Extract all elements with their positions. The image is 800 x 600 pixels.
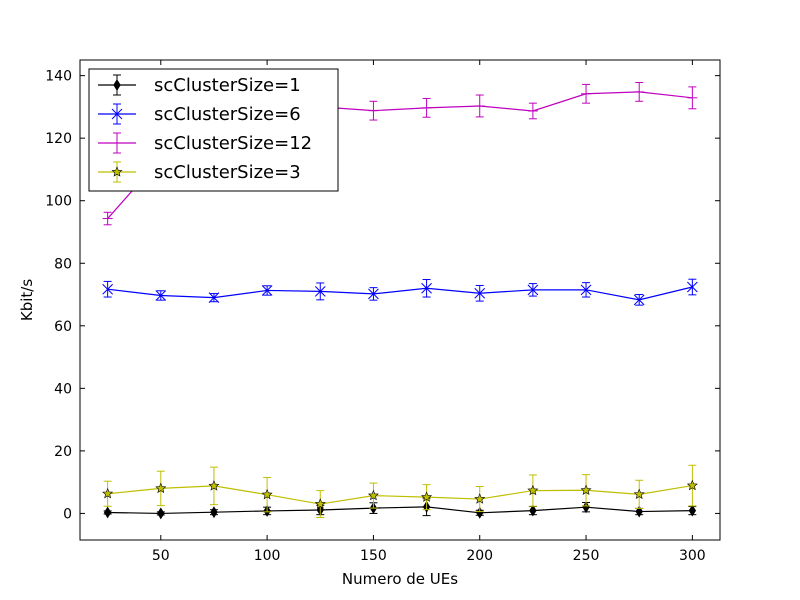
y-tick-label: 40 [54, 381, 72, 397]
y-tick-label: 100 [45, 194, 72, 210]
marker-x-b [261, 285, 273, 296]
legend: scClusterSize=1 scClusterSize=6 scClusterS… [88, 68, 339, 192]
marker-star [367, 489, 379, 501]
marker-x-b [368, 288, 379, 300]
marker-diamond [210, 506, 218, 519]
marker-star [102, 487, 114, 499]
legend-entry: scClusterSize=1 [98, 74, 301, 96]
axes-layer: 50 100 150 200 250 300 0 20 40 60 80 100 120 140 [45, 60, 720, 564]
marker-star [314, 498, 326, 509]
legend-label: scClusterSize=1 [154, 75, 301, 96]
marker-x-b [102, 283, 113, 295]
series-line [107, 484, 693, 505]
plot-area-frame [79, 59, 721, 541]
legend-box [88, 68, 339, 192]
marker-star [474, 493, 486, 504]
series-1 [102, 278, 698, 306]
marker-star [527, 484, 539, 496]
marker-x-b [580, 284, 592, 296]
marker-diamond [529, 504, 537, 517]
x-tick-label: 50 [152, 548, 170, 564]
marker-x-b [421, 282, 432, 294]
x-tick-label: 100 [254, 548, 281, 564]
marker-x-b [687, 281, 698, 293]
y-tick-label: 140 [45, 69, 72, 85]
marker-x-b [155, 290, 167, 301]
marker-star [580, 484, 592, 495]
marker-x-b [314, 286, 326, 297]
marker-x-b [111, 108, 123, 120]
marker-star [208, 480, 220, 491]
legend-label: scClusterSize=6 [154, 104, 301, 125]
x-tick-label: 300 [679, 548, 706, 564]
marker-x-b [633, 294, 645, 306]
y-tick-label: 80 [54, 256, 72, 272]
legend-entry: scClusterSize=6 [98, 103, 301, 125]
marker-star [633, 488, 645, 500]
marker-star [261, 488, 273, 500]
legend-label: scClusterSize=3 [154, 162, 301, 183]
legend-entry: scClusterSize=3 [98, 161, 301, 183]
x-tick-label: 150 [360, 548, 387, 564]
marker-diamond [157, 507, 165, 520]
legend-entry: scClusterSize=12 [98, 132, 312, 154]
x-axis-label: Numero de UEs [342, 570, 458, 588]
marker-diamond [688, 504, 697, 517]
series-3 [102, 464, 698, 518]
marker-star [421, 491, 433, 502]
series-line [107, 286, 693, 301]
marker-star [155, 482, 167, 494]
marker-x-b [527, 284, 539, 296]
y-tick-label: 60 [54, 319, 72, 335]
y-tick-label: 0 [63, 506, 72, 522]
x-tick-label: 250 [573, 548, 600, 564]
marker-x-b [474, 287, 486, 299]
marker-diamond [635, 505, 643, 518]
marker-diamond [113, 79, 121, 91]
legend-label: scClusterSize=12 [154, 133, 312, 154]
marker-star [111, 166, 123, 177]
y-axis-label: Kbit/s [18, 279, 36, 321]
y-tick-label: 120 [45, 131, 72, 147]
marker-diamond [103, 506, 112, 519]
y-tick-label: 20 [54, 444, 72, 460]
series-line [107, 506, 693, 515]
x-tick-label: 200 [466, 548, 493, 564]
marker-star [686, 479, 698, 491]
series-0 [103, 497, 697, 520]
marker-x-b [208, 292, 220, 304]
